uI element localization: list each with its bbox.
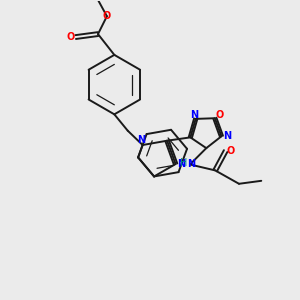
Text: N: N	[223, 131, 231, 141]
Text: N: N	[188, 160, 196, 170]
Text: N: N	[137, 135, 145, 145]
Text: O: O	[226, 146, 235, 156]
Text: H: H	[180, 158, 187, 168]
Text: N: N	[177, 159, 185, 169]
Text: O: O	[215, 110, 224, 120]
Text: O: O	[67, 32, 75, 42]
Text: N: N	[190, 110, 198, 120]
Text: O: O	[103, 11, 111, 21]
